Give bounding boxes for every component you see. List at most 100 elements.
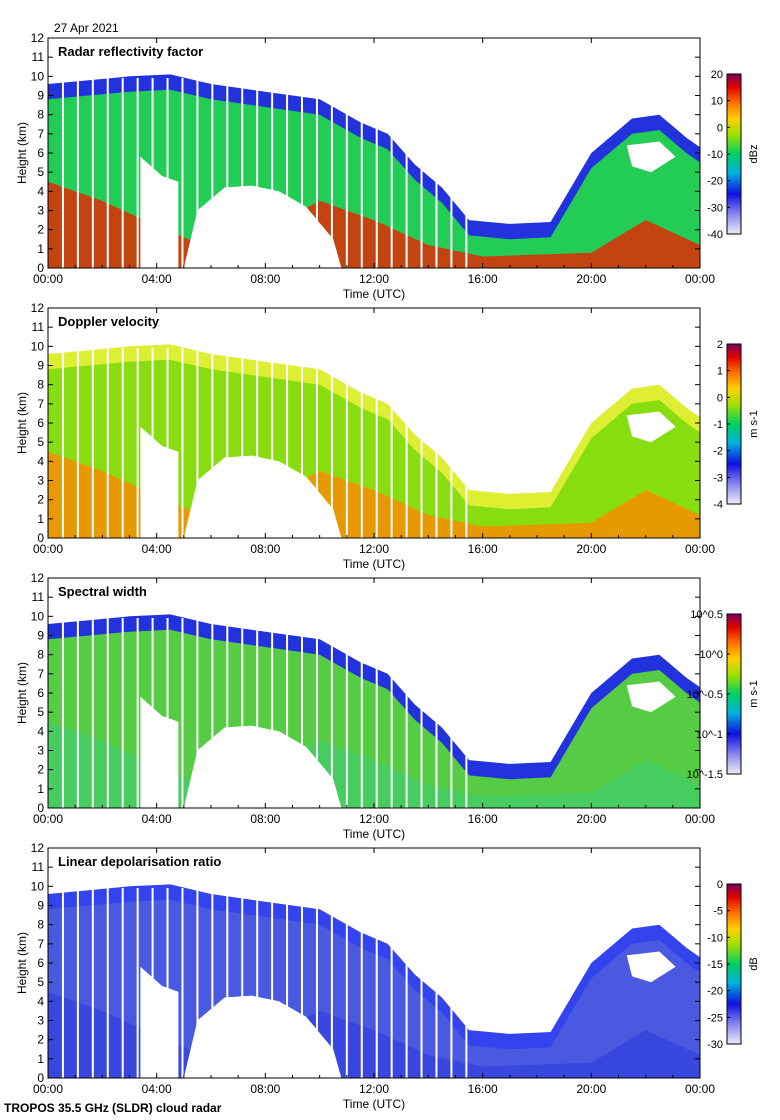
y-tick-label: 4: [37, 184, 44, 198]
panel-1: Radar reflectivity factor012345678910111…: [15, 31, 760, 301]
panel-title: Linear depolarisation ratio: [58, 854, 221, 869]
y-tick-label: 6: [37, 146, 44, 160]
y-tick-label: 11: [32, 860, 45, 874]
colorbar-tick-label: -5: [713, 906, 723, 918]
colorbar-tick-label: 10^-0.5: [687, 689, 723, 701]
colorbar-tick-label: -3: [713, 472, 723, 484]
y-tick-label: 1: [37, 242, 44, 256]
colorbar-tick-label: 10^0: [699, 649, 723, 661]
y-axis-label: Height (km): [15, 662, 29, 724]
colorbar-tick-label: -10: [707, 149, 723, 161]
y-tick-label: 12: [31, 301, 45, 315]
colorbar-tick-label: 2: [717, 339, 723, 351]
y-tick-label: 3: [37, 474, 44, 488]
x-tick-label: 08:00: [250, 542, 280, 556]
panel-title: Doppler velocity: [58, 314, 160, 329]
clear-gap: [140, 426, 179, 538]
clear-gap: [626, 411, 676, 443]
y-tick-label: 3: [37, 744, 44, 758]
cloud-core: [48, 721, 700, 808]
y-tick-label: 5: [37, 975, 44, 989]
y-tick-label: 12: [31, 571, 45, 585]
x-axis-label: Time (UTC): [343, 827, 405, 841]
y-axis-label: Height (km): [15, 932, 29, 994]
y-axis-label: Height (km): [15, 122, 29, 184]
colorbar-unit: m s-1: [748, 410, 760, 438]
y-tick-label: 10: [31, 879, 45, 893]
x-tick-label: 12:00: [359, 272, 389, 286]
x-axis-label: Time (UTC): [343, 287, 405, 301]
x-tick-label: 00:00: [33, 542, 63, 556]
cloud-core: [48, 181, 700, 268]
x-axis-label: Time (UTC): [343, 1097, 405, 1111]
y-tick-label: 12: [31, 31, 45, 45]
y-axis-label: Height (km): [15, 392, 29, 454]
y-tick-label: 4: [37, 724, 44, 738]
clear-gap: [140, 696, 179, 808]
colorbar-tick-label: 20: [711, 69, 723, 81]
x-tick-label: 16:00: [468, 1082, 498, 1096]
y-tick-label: 5: [37, 165, 44, 179]
x-tick-label: 20:00: [576, 1082, 606, 1096]
colorbar-tick-label: -10: [707, 932, 723, 944]
colorbar-tick-label: 10^-1.5: [687, 769, 723, 781]
clear-gap: [626, 951, 676, 983]
colorbar-tick-label: -2: [713, 446, 723, 458]
x-tick-label: 08:00: [250, 272, 280, 286]
colorbar-tick-label: 10^0.5: [690, 609, 723, 621]
cloud-core: [48, 451, 700, 538]
x-tick-label: 12:00: [359, 812, 389, 826]
y-tick-label: 11: [32, 50, 45, 64]
y-tick-label: 1: [37, 782, 44, 796]
x-tick-label: 16:00: [468, 812, 498, 826]
y-tick-label: 1: [37, 1052, 44, 1066]
panel-4: Linear depolarisation ratio0123456789101…: [15, 841, 760, 1111]
y-tick-label: 0: [37, 261, 44, 275]
panel-title: Radar reflectivity factor: [58, 44, 203, 59]
y-tick-label: 4: [37, 994, 44, 1008]
y-tick-label: 6: [37, 416, 44, 430]
clear-gap: [140, 156, 179, 268]
x-tick-label: 04:00: [142, 1082, 172, 1096]
y-tick-label: 10: [31, 339, 45, 353]
colorbar-tick-label: -30: [707, 1039, 723, 1051]
y-tick-label: 12: [31, 841, 45, 855]
clear-gap: [626, 681, 676, 713]
x-tick-label: 08:00: [250, 812, 280, 826]
y-tick-label: 9: [37, 629, 44, 643]
y-tick-label: 2: [37, 493, 44, 507]
y-tick-label: 8: [37, 378, 44, 392]
x-tick-label: 00:00: [685, 542, 715, 556]
y-tick-label: 2: [37, 1033, 44, 1047]
y-tick-label: 7: [37, 937, 44, 951]
y-tick-label: 2: [37, 763, 44, 777]
x-tick-label: 04:00: [142, 272, 172, 286]
y-tick-label: 1: [37, 512, 44, 526]
x-tick-label: 00:00: [33, 812, 63, 826]
x-tick-label: 00:00: [685, 1082, 715, 1096]
colorbar-tick-label: -40: [707, 229, 723, 241]
x-tick-label: 00:00: [33, 272, 63, 286]
colorbar-tick-label: -30: [707, 202, 723, 214]
x-tick-label: 20:00: [576, 812, 606, 826]
x-tick-label: 16:00: [468, 542, 498, 556]
cloud-core: [48, 991, 700, 1078]
y-tick-label: 0: [37, 1071, 44, 1085]
colorbar-tick-label: 0: [717, 392, 723, 404]
colorbar-tick-label: 1: [717, 366, 723, 378]
y-tick-label: 9: [37, 899, 44, 913]
y-tick-label: 8: [37, 108, 44, 122]
x-tick-label: 12:00: [359, 1082, 389, 1096]
clear-gap: [140, 966, 179, 1078]
y-tick-label: 5: [37, 435, 44, 449]
y-tick-label: 6: [37, 956, 44, 970]
colorbar-unit: dB: [748, 957, 760, 970]
panel-title: Spectral width: [58, 584, 147, 599]
x-tick-label: 08:00: [250, 1082, 280, 1096]
x-tick-label: 00:00: [685, 812, 715, 826]
y-tick-label: 5: [37, 705, 44, 719]
x-tick-label: 00:00: [33, 1082, 63, 1096]
